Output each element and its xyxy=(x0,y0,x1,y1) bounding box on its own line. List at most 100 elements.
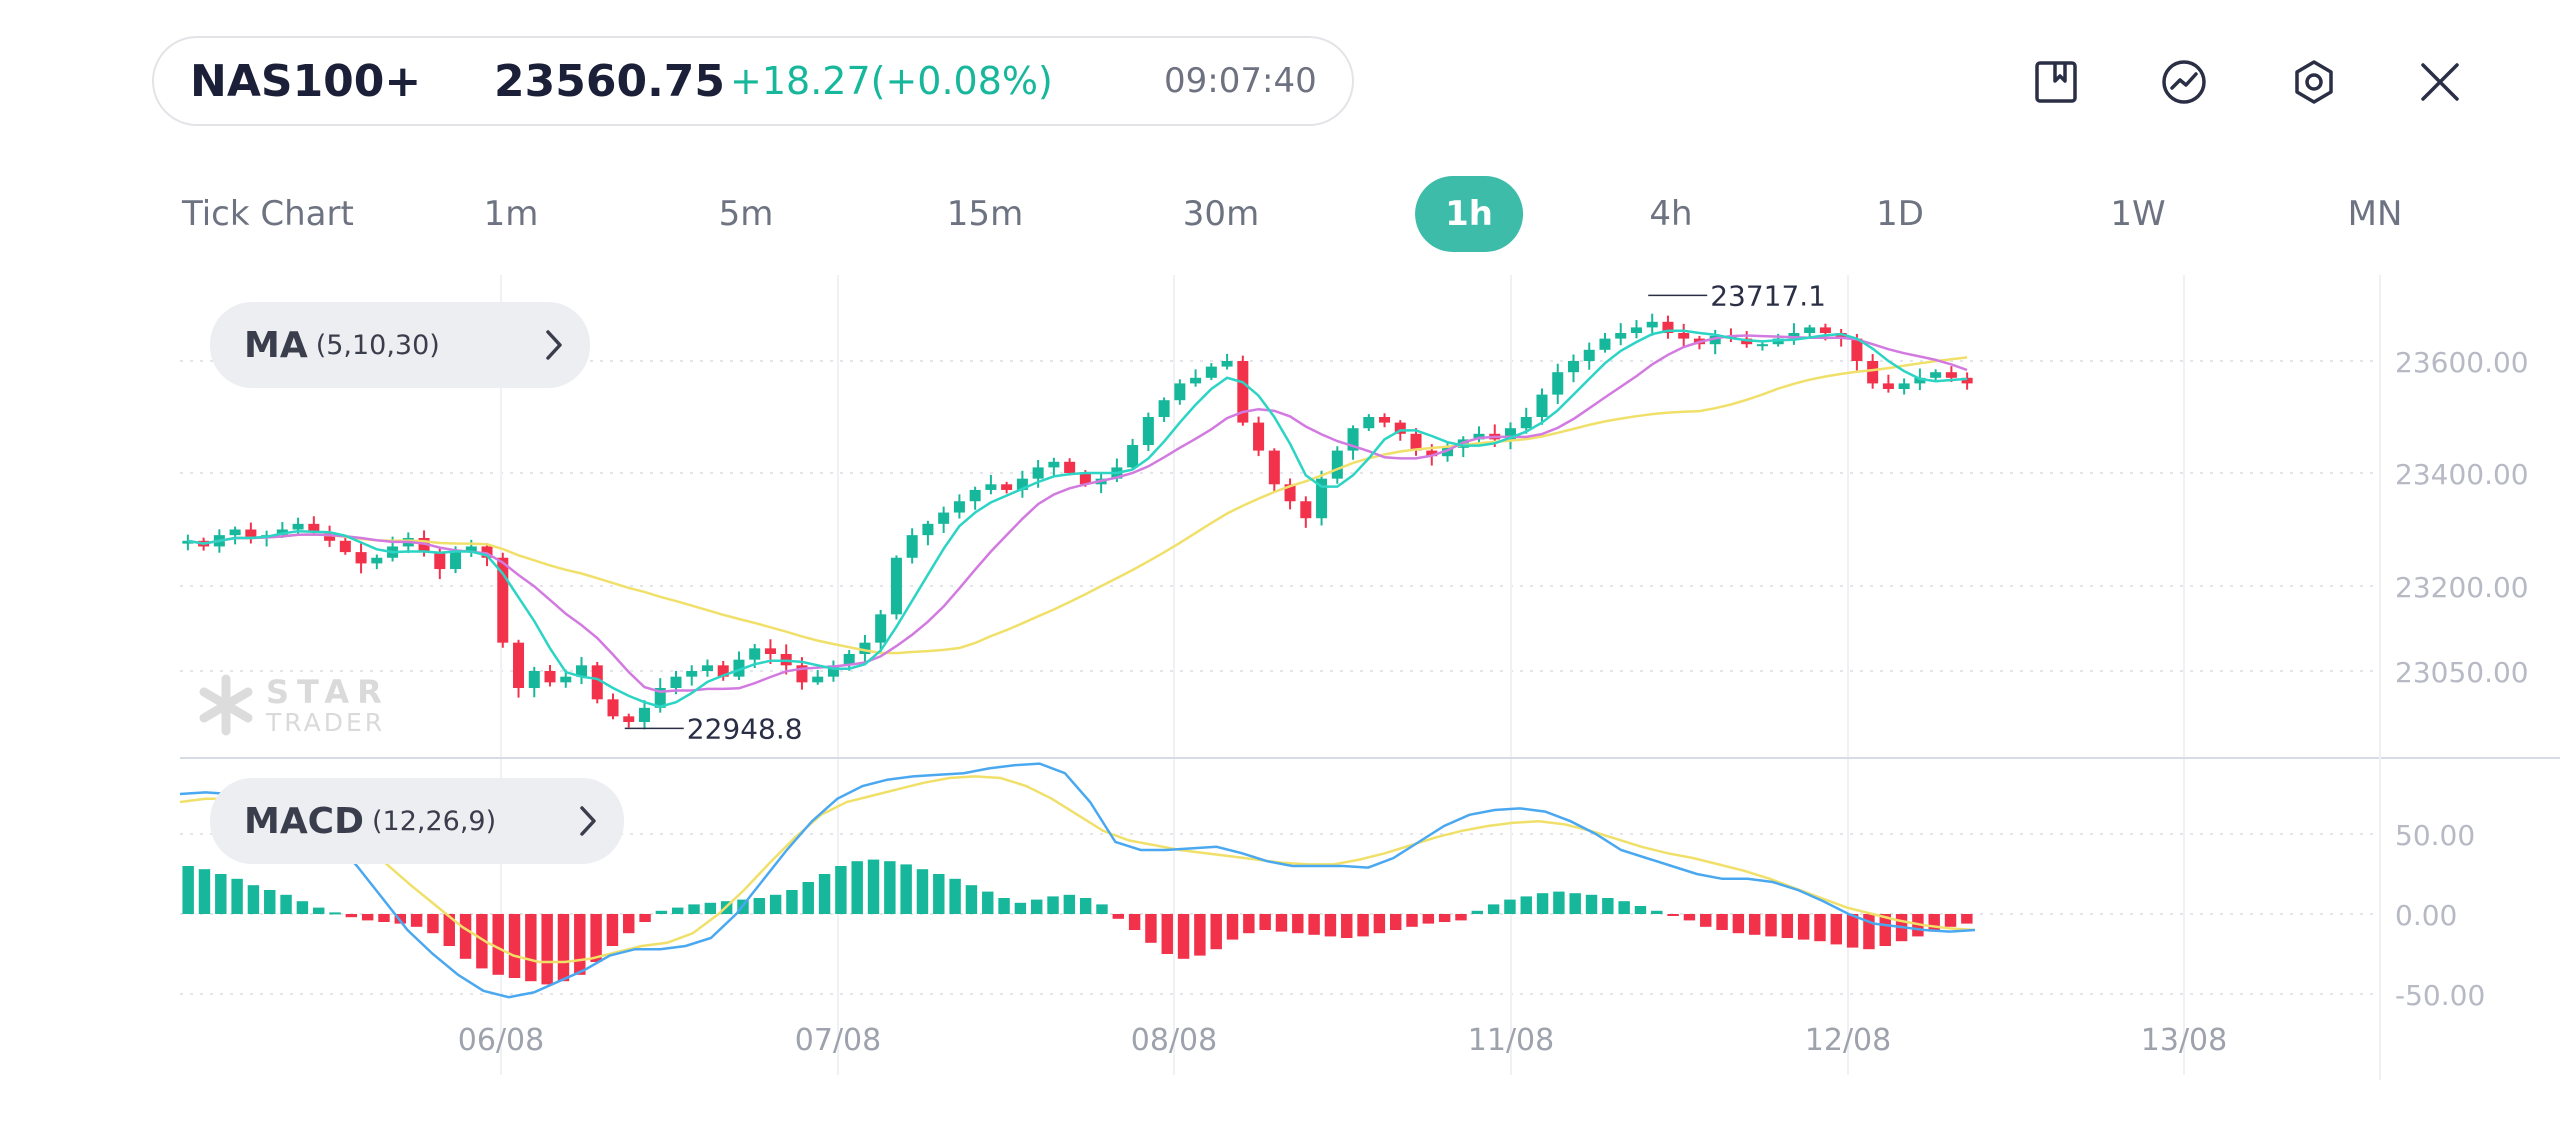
macd-histogram-bar xyxy=(884,861,896,914)
macd-histogram-bar xyxy=(933,874,945,914)
tab-1m[interactable]: 1m xyxy=(483,194,539,234)
macd-histogram-bar xyxy=(541,914,553,985)
ma-indicator-params: (5,10,30) xyxy=(315,329,440,361)
macd-histogram-bar xyxy=(394,914,407,924)
macd-histogram-bar xyxy=(1096,904,1108,914)
macd-histogram-bar xyxy=(639,914,651,922)
macd-dea-line xyxy=(179,775,1976,964)
macd-lines-layer xyxy=(179,762,1976,999)
macd-histogram-bar xyxy=(378,914,390,922)
trend-line-icon[interactable] xyxy=(2154,52,2214,112)
candle-body xyxy=(717,665,729,677)
tab-4h[interactable]: 4h xyxy=(1649,194,1693,234)
macd-histogram-bar xyxy=(1781,914,1794,938)
macd-dif-line xyxy=(179,762,1976,999)
candle-body xyxy=(796,665,808,683)
macd-histogram-bar xyxy=(1194,914,1206,956)
macd-indicator-pill[interactable]: MACD (12,26,9) xyxy=(210,778,624,864)
annotations-layer: 23717.1 22948.8 xyxy=(624,279,1826,745)
bookmark-icon[interactable] xyxy=(2026,52,2086,112)
macd-histogram-bar xyxy=(867,859,880,914)
candle-body xyxy=(1016,478,1028,490)
macd-histogram-bar xyxy=(998,898,1010,914)
candle-body xyxy=(1520,417,1532,429)
x-axis-labels: 06/08 07/08 08/08 11/08 12/08 13/08 xyxy=(458,1023,2227,1058)
candle-body xyxy=(1630,327,1642,333)
macd-histogram-bar xyxy=(1030,899,1043,914)
price-chart[interactable]: STAR TRADER 23717.1 22948.8 23600.00 23400… xyxy=(0,260,2560,1090)
macd-histogram-bar xyxy=(1292,914,1304,934)
macd-histogram-bar xyxy=(606,914,619,946)
tab-30m[interactable]: 30m xyxy=(1182,194,1260,234)
macd-histogram-bar xyxy=(296,901,309,914)
candle-body xyxy=(1284,484,1296,502)
candle-body xyxy=(591,665,603,700)
candle-body xyxy=(1142,417,1154,445)
macd-histogram-bar xyxy=(1357,914,1369,937)
macd-histogram-bar xyxy=(1161,914,1173,954)
candle-body xyxy=(1788,333,1800,339)
candle-body xyxy=(1914,377,1926,384)
candle-body xyxy=(1882,383,1894,389)
macd-histogram-bar xyxy=(1569,893,1581,914)
candle-body xyxy=(1379,417,1391,423)
macd-histogram-bar xyxy=(1667,914,1679,916)
candle-body xyxy=(922,523,934,536)
tab-1w[interactable]: 1W xyxy=(2110,194,2166,234)
macd-histogram-bar xyxy=(1406,914,1418,927)
close-icon[interactable] xyxy=(2410,52,2470,112)
ma5-line xyxy=(187,329,1968,709)
macd-histogram-bar xyxy=(231,878,243,914)
price-change: +18.27(+0.08%) xyxy=(730,59,1053,103)
tab-tick-chart[interactable]: Tick Chart xyxy=(182,194,354,234)
candle-body xyxy=(1583,349,1595,361)
ma-indicator-pill[interactable]: MA (5,10,30) xyxy=(210,302,590,388)
candle-body xyxy=(654,688,666,708)
macd-histogram-bar xyxy=(492,914,504,975)
macd-histogram-bar xyxy=(574,914,586,975)
macd-histogram-bar xyxy=(1275,914,1288,932)
macd-histogram-bar xyxy=(329,912,341,915)
symbol-name[interactable]: NAS100+ xyxy=(190,55,422,107)
tab-5m[interactable]: 5m xyxy=(718,194,774,234)
macd-histogram-bar xyxy=(1324,914,1337,937)
candle-body xyxy=(1237,361,1249,423)
macd-histogram-bar xyxy=(443,914,455,946)
macd-histogram-bar xyxy=(1602,898,1614,914)
candle-body xyxy=(843,654,855,666)
date-axis-label: 12/08 xyxy=(1805,1023,1891,1058)
current-price: 23560.75 xyxy=(494,55,726,107)
candle-body xyxy=(1567,361,1579,373)
macd-histogram-bar xyxy=(182,866,194,914)
macd-histogram-bar xyxy=(1961,914,1973,924)
macd-histogram-bar xyxy=(1112,914,1125,919)
macd-histogram-bar xyxy=(1259,914,1271,930)
candle-body xyxy=(733,659,745,677)
price-axis-label: 23050.00 xyxy=(2395,656,2529,689)
macd-histogram-bar xyxy=(1487,904,1500,914)
macd-histogram-bar xyxy=(1618,901,1630,914)
macd-histogram-bar xyxy=(965,885,978,914)
candle-body xyxy=(1615,333,1627,339)
macd-histogram-bar xyxy=(704,902,717,914)
candle-body xyxy=(465,546,477,553)
tab-15m[interactable]: 15m xyxy=(946,194,1024,234)
settings-hexagon-icon[interactable] xyxy=(2284,52,2344,112)
macd-histogram-bar xyxy=(1471,910,1484,914)
server-time: 09:07:40 xyxy=(1164,61,1317,101)
tab-1d[interactable]: 1D xyxy=(1876,194,1924,234)
date-axis-label: 08/08 xyxy=(1131,1023,1217,1058)
timeframe-tabs: Tick Chart 1m 5m 15m 30m 1h 4h 1D 1W MN xyxy=(0,176,2560,252)
candle-body xyxy=(1504,428,1517,440)
tab-1h[interactable]: 1h xyxy=(1415,176,1523,252)
macd-histogram-bar xyxy=(688,904,700,914)
macd-histogram-bar xyxy=(590,914,602,962)
tab-mn[interactable]: MN xyxy=(2347,194,2403,234)
candle-body xyxy=(481,546,493,558)
candle-body xyxy=(1930,372,1942,378)
candle-body xyxy=(1079,473,1091,485)
macd-histogram-bar xyxy=(1014,902,1027,914)
macd-axis-label: -50.00 xyxy=(2395,979,2485,1012)
date-axis-label: 06/08 xyxy=(458,1023,544,1058)
candle-body xyxy=(1268,450,1280,485)
